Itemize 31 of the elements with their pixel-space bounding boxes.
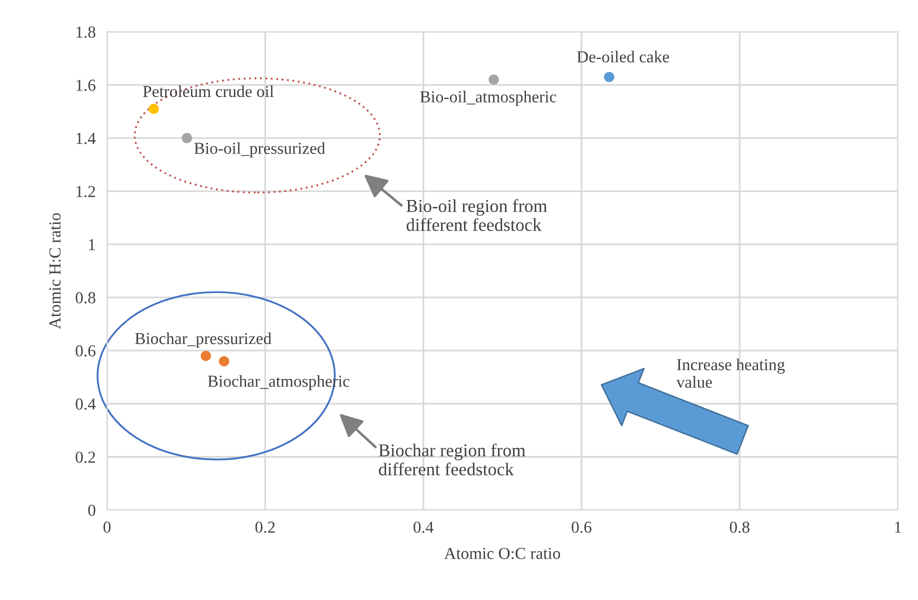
x-tick-label: 1	[895, 522, 901, 533]
y-tick-label: 1.6	[76, 80, 96, 91]
series-label: De-oiled cake	[577, 50, 669, 62]
y-tick-label: 0	[88, 504, 96, 516]
point	[200, 350, 212, 362]
point	[218, 356, 230, 366]
y-tick-label: 1.2	[76, 186, 96, 198]
y-tick-label: 1.8	[76, 26, 96, 38]
point	[488, 74, 499, 85]
y-tick-label: 1	[89, 239, 95, 250]
x-tick-label: 0.2	[255, 522, 275, 533]
point	[182, 132, 192, 144]
point	[604, 72, 614, 82]
series-label: Bio-oil_atmospheric	[420, 90, 556, 106]
y-tick-label: 0.4	[76, 398, 96, 410]
annotation: Increase heating value	[676, 358, 785, 388]
x-tick-label: 0.8	[730, 522, 750, 533]
series-label: Biochar_pressurized	[135, 332, 272, 348]
series-label: Bio-oil_pressurized	[194, 142, 326, 158]
x-tick-label: 0.6	[572, 522, 592, 533]
y-tick-label: 0.2	[76, 452, 96, 463]
y-tick-label: 0.8	[76, 292, 96, 304]
point	[148, 104, 159, 114]
annotation: Bio-oil region from different feedstock	[406, 199, 548, 231]
x-tick-label: 0	[104, 522, 111, 533]
x-tick-label: 0.4	[414, 522, 434, 533]
annotation: Biochar region from different feedstock	[378, 444, 526, 476]
y-tick-label: 1.4	[76, 132, 96, 144]
y-axis-title: Atomic H:C ratio	[49, 213, 61, 330]
y-tick-label: 0.6	[76, 345, 96, 357]
x-axis-title: Atomic O:C ratio	[444, 548, 560, 560]
